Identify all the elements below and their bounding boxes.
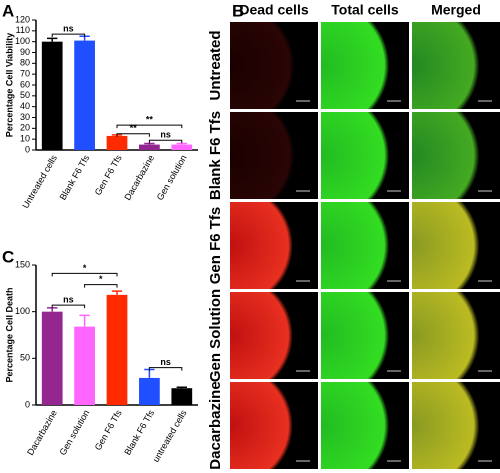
y-tick-label: 30 — [20, 112, 30, 122]
significance-bracket — [51, 33, 86, 38]
row-label: Blank F6 Tfs — [207, 111, 224, 200]
y-tick-label: 90 — [20, 47, 30, 57]
panel-label: C — [2, 247, 14, 266]
x-tick-label: Gen F6 Tfs — [93, 408, 124, 452]
x-tick-label: Blank F6 Tfs — [122, 408, 156, 457]
micrograph — [230, 202, 318, 289]
y-tick-label: 60 — [20, 79, 30, 89]
micrograph — [412, 202, 500, 289]
y-tick-label: 10 — [20, 134, 30, 144]
error-bar — [176, 386, 187, 389]
significance-label: ** — [130, 123, 138, 133]
y-axis-label: Percentage Cell Viability — [4, 33, 14, 137]
bar — [41, 311, 63, 405]
significance-label: ns — [160, 357, 171, 367]
y-tick-label: 80 — [20, 58, 30, 68]
y-tick-label: 0 — [25, 399, 30, 409]
error-bar — [176, 142, 187, 145]
significance-bracket — [51, 304, 86, 309]
micrograph — [230, 382, 318, 469]
micrograph — [230, 292, 318, 379]
significance-bracket — [148, 139, 183, 144]
x-tick-label: Blank F6 Tfs — [58, 153, 92, 202]
micrograph — [412, 382, 500, 469]
column-header: Merged — [431, 2, 481, 18]
bar — [41, 41, 63, 150]
panel-label: A — [2, 1, 14, 20]
significance-label: ns — [63, 295, 74, 305]
significance-bracket — [84, 284, 118, 288]
y-tick-label: 100 — [15, 306, 30, 316]
y-tick-label: 100 — [15, 36, 30, 46]
significance-bracket — [51, 272, 118, 277]
row-label: Dacarbazine — [207, 381, 224, 469]
y-tick-label: 70 — [20, 69, 30, 79]
row-label: Gen F6 Tfs — [207, 207, 224, 285]
y-tick-label: 150 — [15, 259, 30, 269]
x-tick-label: Dacarbazine — [122, 153, 156, 202]
y-tick-label: 120 — [15, 14, 30, 24]
x-tick-label: Untreated cells — [20, 153, 59, 210]
micrograph — [230, 112, 318, 199]
bar — [171, 388, 193, 405]
micrograph — [230, 22, 318, 109]
error-bar — [111, 290, 123, 295]
y-tick-label: 110 — [16, 25, 30, 35]
significance-bracket — [116, 133, 150, 137]
significance-label: * — [99, 274, 103, 284]
error-bar — [144, 368, 155, 378]
error-bar — [47, 37, 58, 42]
y-tick-label: 50 — [20, 353, 30, 363]
y-tick-label: 0 — [25, 144, 30, 154]
x-tick-label: Gen solution — [155, 153, 189, 202]
bar — [106, 135, 128, 150]
y-axis-label: Percentage Cell Death — [4, 287, 14, 382]
significance-label: * — [83, 263, 87, 273]
bar — [106, 294, 128, 405]
micrograph — [321, 382, 409, 469]
column-header: Dead cells — [239, 2, 308, 18]
micrograph — [412, 112, 500, 199]
micrograph — [321, 112, 409, 199]
x-tick-label: untreated cells — [151, 408, 189, 464]
y-tick-label: 40 — [20, 101, 30, 111]
significance-label: ns — [160, 130, 171, 140]
micrograph — [412, 22, 500, 109]
bar — [139, 377, 160, 405]
bar — [74, 40, 95, 151]
row-label: Gen Solution — [207, 289, 224, 382]
significance-label: ns — [63, 23, 74, 33]
y-tick-label: 20 — [20, 123, 30, 133]
significance-bracket — [116, 124, 183, 129]
column-header: Total cells — [331, 2, 399, 18]
bar — [171, 144, 193, 150]
x-tick-label: Gen solution — [57, 408, 91, 457]
bar — [74, 326, 95, 405]
significance-bracket — [148, 367, 183, 371]
panel-label: B — [232, 1, 244, 20]
x-tick-label: Gen F6 Tfs — [93, 153, 124, 197]
error-bar — [79, 314, 90, 327]
row-label: Untreated — [207, 30, 224, 100]
x-tick-label: Dacarbazine — [25, 408, 59, 457]
micrograph — [321, 22, 409, 109]
micrograph — [321, 292, 409, 379]
significance-label: ** — [146, 114, 154, 124]
y-tick-label: 50 — [20, 90, 30, 100]
error-bar — [47, 307, 58, 312]
micrograph — [321, 202, 409, 289]
micrograph — [412, 292, 500, 379]
bar — [139, 144, 160, 150]
error-bar — [144, 142, 155, 145]
